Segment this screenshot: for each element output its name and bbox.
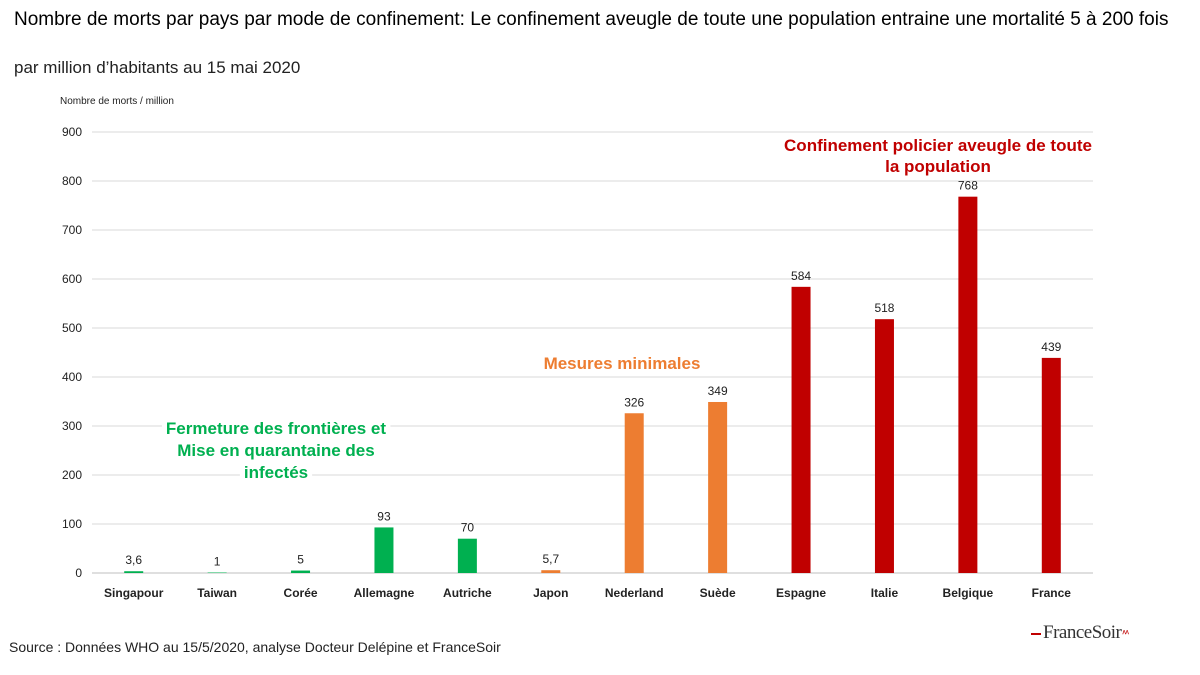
bar-belgique: [958, 196, 978, 573]
value-label: 3,6: [125, 553, 142, 567]
x-tick-label: Nederland: [605, 586, 664, 600]
bar-singapour: [124, 571, 144, 573]
value-label: 326: [624, 395, 644, 409]
group-label-line: Mise en quarantaine des: [177, 441, 374, 460]
x-tick-label: Allemagne: [354, 586, 415, 600]
y-tick-label: 700: [62, 223, 82, 237]
bar-nederland: [624, 413, 644, 573]
group-labels: Fermeture des frontières et Mise en quara…: [161, 135, 1096, 483]
x-tick-label: Japon: [533, 586, 568, 600]
y-axis-label: Nombre de morts / million: [60, 96, 174, 107]
bar-allemagne: [374, 527, 394, 573]
x-tick-label: Italie: [871, 586, 899, 600]
bar-espagne: [791, 286, 811, 573]
value-label: 518: [874, 301, 894, 315]
x-tick-label: France: [1032, 586, 1072, 600]
x-tick-label: Suède: [700, 586, 736, 600]
bars: [124, 196, 1061, 574]
y-tick-label: 800: [62, 174, 82, 188]
group-label-background: [881, 156, 995, 177]
bar-autriche: [457, 538, 477, 573]
value-label: 584: [791, 269, 811, 283]
group-label-background: [239, 462, 313, 483]
chart-subtitle: par million d’habitants au 15 mai 2020: [14, 58, 301, 77]
value-label: 439: [1041, 340, 1061, 354]
value-label: 768: [958, 179, 978, 193]
y-tick-labels: 0 100 200 300 400 500 600 700 800 900: [62, 125, 82, 580]
x-tick-label: Singapour: [104, 586, 164, 600]
group-label-background: [780, 135, 1096, 156]
bar-suède: [708, 401, 728, 573]
x-tick-label: Autriche: [443, 586, 492, 600]
value-label: 5,7: [542, 552, 559, 566]
value-label: 1: [214, 555, 221, 569]
value-label: 349: [708, 384, 728, 398]
y-tick-label: 100: [62, 517, 82, 531]
value-label: 93: [377, 509, 391, 523]
bar-italie: [874, 319, 894, 573]
x-tick-label: Belgique: [943, 586, 994, 600]
bar-taiwan: [207, 572, 227, 574]
y-tick-label: 900: [62, 125, 82, 139]
bar-france: [1041, 357, 1061, 573]
source-note: Source : Données WHO au 15/5/2020, analy…: [9, 639, 501, 655]
group-label-line: Confinement policier aveugle de toute: [784, 136, 1092, 155]
x-tick-label: Espagne: [776, 586, 826, 600]
group-label-background: [173, 440, 379, 461]
bar-japon: [541, 570, 561, 573]
value-label: 5: [297, 553, 304, 567]
francesoir-logo: FranceSoirꭩ: [1031, 622, 1129, 644]
logo-text: FranceSoir: [1043, 622, 1122, 643]
group-label-line: infectés: [244, 463, 308, 482]
y-tick-label: 500: [62, 321, 82, 335]
bar-corée: [291, 570, 311, 573]
x-tick-label: Taiwan: [197, 586, 237, 600]
x-tick-label: Corée: [284, 586, 318, 600]
y-tick-label: 600: [62, 272, 82, 286]
y-tick-label: 300: [62, 419, 82, 433]
group-label-background: [539, 353, 705, 374]
value-labels: 3,6 1 5 93 70 5,7 326 349 584 518 768 439: [125, 179, 1061, 569]
group-label-line: la population: [885, 157, 991, 176]
y-tick-label: 200: [62, 468, 82, 482]
x-tick-labels: Singapour Taiwan Corée Allemagne Autriche Jap…: [104, 586, 1071, 600]
chart-title: Nombre de morts par pays par mode de con…: [14, 9, 1169, 30]
group-label-line: Mesures minimales: [544, 354, 701, 373]
y-tick-label: 400: [62, 370, 82, 384]
value-label: 70: [461, 521, 475, 535]
gridlines: [92, 131, 1093, 574]
y-tick-label: 0: [75, 566, 82, 580]
group-label-background: [161, 418, 391, 439]
group-label-line: Fermeture des frontières et: [166, 419, 386, 438]
